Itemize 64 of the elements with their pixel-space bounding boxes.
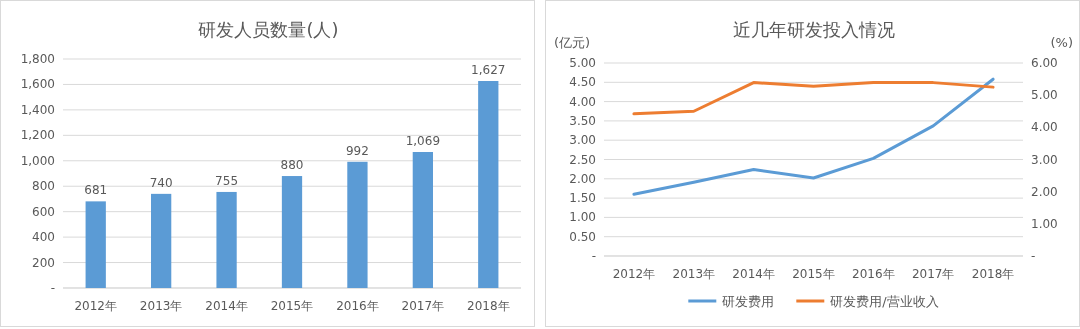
legend-label: 研发费用/营业收入 — [830, 294, 939, 309]
x-tick-label: 2013年 — [139, 299, 183, 313]
x-tick-label: 2015年 — [792, 267, 835, 281]
x-tick-label: 2012年 — [74, 299, 117, 313]
y-tick-label: 1,000 — [20, 153, 55, 168]
y-tick-label: 2.00 — [569, 171, 596, 186]
y-tick-label: 2.50 — [569, 152, 596, 167]
y-tick-label: 3.50 — [569, 113, 596, 128]
bar — [85, 201, 106, 288]
x-tick-label: 2018年 — [467, 299, 510, 313]
y2-tick-label: 2.00 — [1031, 184, 1058, 199]
x-tick-label: 2012年 — [612, 267, 656, 281]
bar — [478, 81, 499, 288]
y-axis-title: (亿元) — [554, 35, 591, 50]
bar — [347, 161, 368, 288]
x-tick-label: 2018年 — [971, 267, 1015, 281]
y-tick-label: 4.00 — [569, 94, 596, 109]
y-tick-label: 3.00 — [569, 133, 596, 148]
y-tick-label: 1.00 — [569, 210, 596, 225]
y2-tick-label: 6.00 — [1031, 56, 1058, 70]
y-tick-label: 4.50 — [569, 75, 596, 90]
x-tick-label: 2014年 — [732, 267, 775, 281]
y-tick-label: 400 — [32, 230, 55, 245]
x-tick-label: 2015年 — [270, 299, 314, 313]
x-tick-label: 2016年 — [852, 267, 895, 281]
bar — [281, 176, 303, 288]
y-tick-label: 1,200 — [20, 128, 55, 143]
x-tick-label: 2013年 — [672, 267, 716, 281]
y-tick-label: 1,400 — [20, 102, 55, 117]
data-label: 992 — [345, 143, 369, 158]
data-label: 740 — [149, 175, 173, 190]
chart-title: 研发人员数量(人) — [198, 19, 339, 40]
y-tick-label: 200 — [32, 255, 55, 270]
bar — [151, 193, 172, 288]
y-tick-label: - — [591, 249, 596, 263]
y2-tick-label: 1.00 — [1031, 216, 1058, 231]
chart-title: 近几年研发投入情况 — [732, 19, 895, 40]
y2-tick-label: 3.00 — [1031, 152, 1058, 167]
x-tick-label: 2017年 — [401, 299, 445, 313]
line-series — [632, 81, 995, 116]
y-tick-label: 1,800 — [20, 52, 55, 66]
line-series — [632, 77, 995, 196]
y-tick-label: 1,600 — [20, 77, 55, 92]
y2-axis-title: (%) — [1050, 35, 1073, 50]
bar — [216, 191, 237, 288]
y2-tick-label: 5.00 — [1031, 88, 1058, 103]
legend-label: 研发费用 — [722, 294, 775, 309]
data-label: 880 — [280, 158, 304, 173]
y-tick-label: 600 — [32, 204, 55, 219]
y-tick-label: - — [50, 281, 55, 295]
bar — [412, 152, 433, 288]
data-label: 1,627 — [471, 63, 506, 78]
y-tick-label: 1.50 — [569, 191, 596, 206]
y2-tick-label: 4.00 — [1031, 120, 1058, 135]
y-tick-label: 5.00 — [569, 56, 596, 70]
data-label: 681 — [84, 183, 108, 198]
x-tick-label: 2016年 — [336, 299, 379, 313]
y-tick-label: 0.50 — [569, 229, 596, 244]
data-label: 755 — [215, 173, 239, 188]
data-label: 1,069 — [405, 134, 441, 148]
y2-tick-label: - — [1031, 249, 1036, 263]
x-tick-label: 2014年 — [205, 299, 248, 313]
y-tick-label: 800 — [32, 179, 55, 194]
x-tick-label: 2017年 — [911, 267, 955, 281]
